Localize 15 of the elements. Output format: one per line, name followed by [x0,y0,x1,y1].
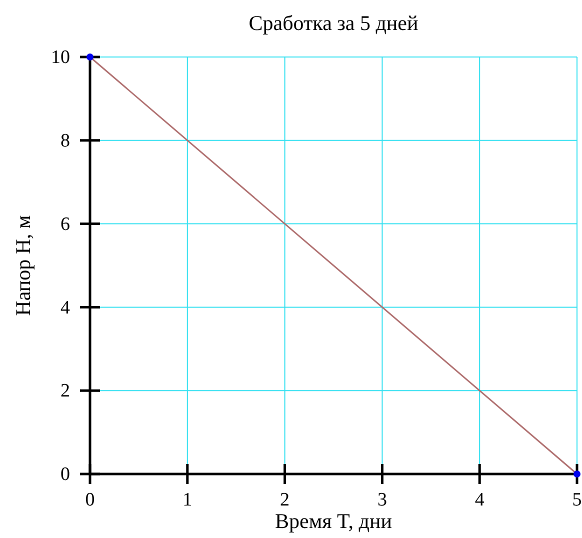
x-tick-label: 2 [280,489,290,510]
y-tick-label: 0 [60,464,70,486]
y-axis-title: Напор H, м [11,215,35,316]
y-tick-label: 2 [60,380,70,402]
x-tick-label: 1 [182,489,192,510]
x-tick-label: 5 [572,489,582,510]
y-tick-label: 10 [51,47,70,68]
x-tick-label: 4 [474,489,485,510]
x-tick-label: 0 [85,489,95,510]
y-tick-label: 8 [60,130,70,152]
y-tick-label: 4 [60,297,70,318]
chart-title: Сработка за 5 дней [248,11,418,35]
x-tick-label: 3 [377,489,387,510]
y-tick-label: 6 [60,214,70,235]
x-axis-title: Время T, дни [275,509,392,533]
